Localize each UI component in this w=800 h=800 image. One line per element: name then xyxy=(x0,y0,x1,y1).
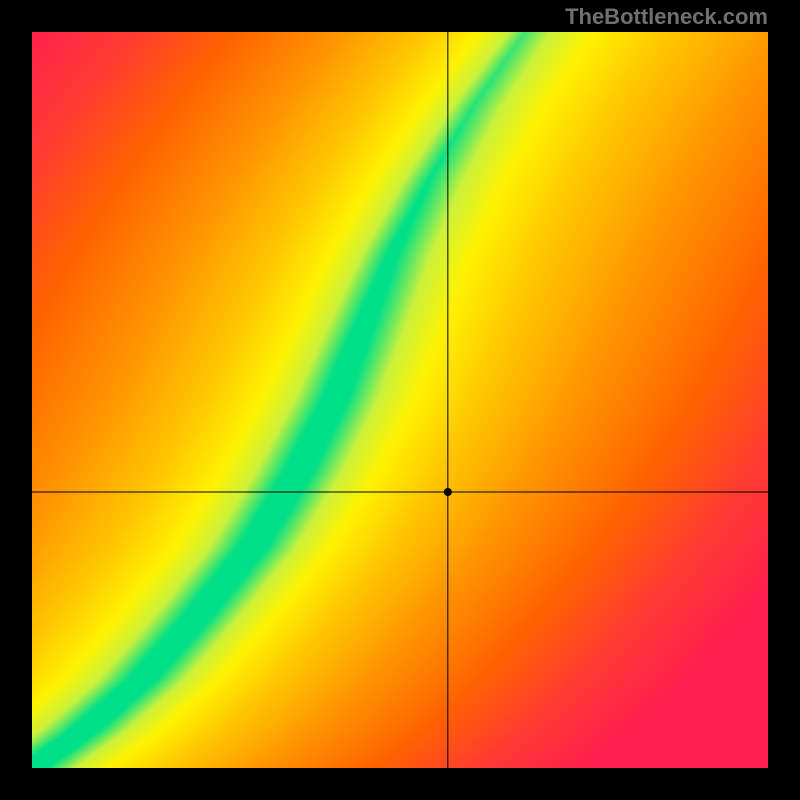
chart-container: TheBottleneck.com xyxy=(0,0,800,800)
watermark-text: TheBottleneck.com xyxy=(565,4,768,30)
heatmap-canvas xyxy=(32,32,768,768)
